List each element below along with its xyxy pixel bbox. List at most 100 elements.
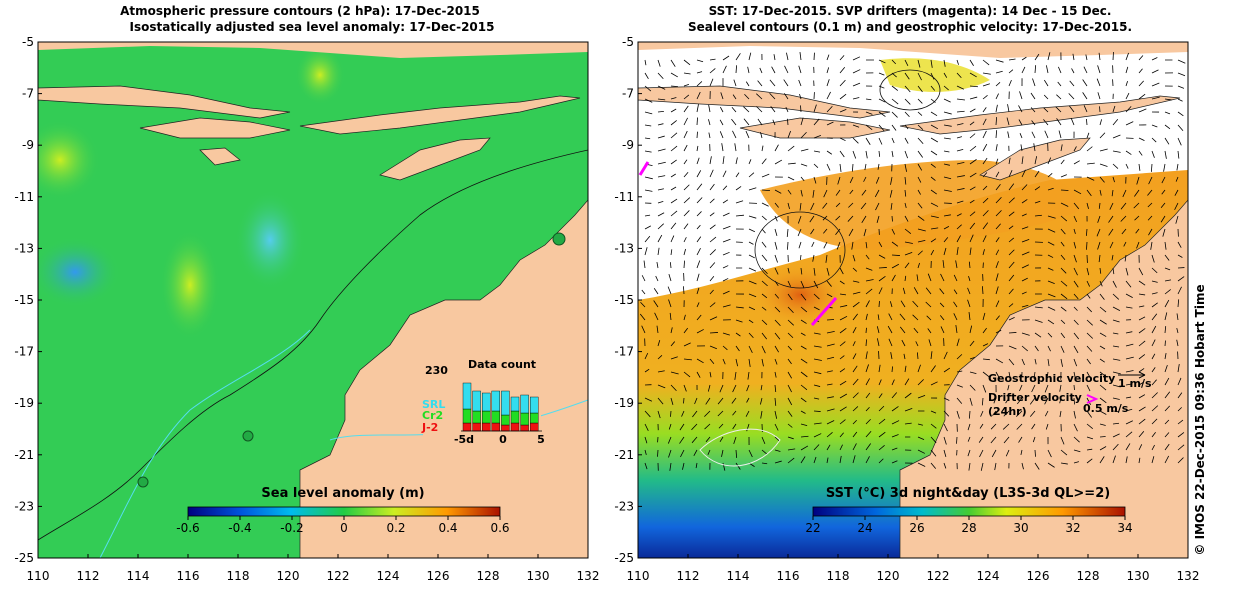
x-tick-label: 132 — [577, 569, 600, 583]
y-tick-label: -21 — [14, 448, 34, 462]
x-tick-label: 126 — [427, 569, 450, 583]
x-tick-label: 130 — [1127, 569, 1150, 583]
sla-low-anomaly-2 — [235, 190, 305, 290]
sst-hot-spot — [755, 265, 845, 325]
right-title-line2: Sealevel contours (0.1 m) and geostrophi… — [688, 20, 1132, 34]
x-tick-label: 128 — [1077, 569, 1100, 583]
data-marker-3 — [138, 477, 148, 487]
y-tick-label: -13 — [614, 241, 634, 255]
data-count-title: Data count — [468, 358, 536, 371]
x-tick-label: 118 — [227, 569, 250, 583]
data-count-bar — [473, 411, 481, 423]
data-count-bar — [530, 413, 538, 423]
left-colorbar — [188, 507, 500, 516]
data-count-bar — [501, 391, 509, 415]
x-tick-label: 116 — [777, 569, 800, 583]
velocity-arrow — [1086, 242, 1087, 250]
legend-j2: J-2 — [421, 421, 438, 434]
data-count-bar — [530, 423, 538, 431]
sla-low-anomaly — [30, 237, 120, 307]
data-marker-2 — [243, 431, 253, 441]
y-tick-label: -9 — [22, 138, 34, 152]
velocity-arrow — [787, 242, 788, 250]
geostrophic-velocity-scale: 1 m/s — [1118, 377, 1152, 390]
x-tick-label: 118 — [827, 569, 850, 583]
drifter-velocity-label: Drifter velocity — [988, 391, 1082, 404]
left-colorbar-title: Sea level anomaly (m) — [261, 486, 424, 501]
x-tick-label: 112 — [77, 569, 100, 583]
data-count-inset: Data count 230 SRL Cr2 J-2 -5d 0 5 — [421, 357, 545, 446]
y-tick-label: -23 — [614, 499, 634, 513]
colorbar-tick-label: 22 — [805, 521, 820, 535]
y-tick-label: -25 — [14, 551, 34, 565]
geostrophic-velocity-label: Geostrophic velocity — [988, 372, 1115, 385]
velocity-arrow — [710, 332, 718, 333]
x-tick-label: 132 — [1177, 569, 1200, 583]
y-tick-label: -17 — [14, 345, 34, 359]
colorbar-tick-label: 26 — [909, 521, 924, 535]
x-tick-label: 116 — [177, 569, 200, 583]
data-count-bar — [473, 423, 481, 431]
right-title-line1: SST: 17-Dec-2015. SVP drifters (magenta)… — [709, 4, 1112, 18]
y-tick-label: -7 — [622, 87, 634, 101]
x-tick-label: 112 — [677, 569, 700, 583]
velocity-arrow — [670, 411, 671, 417]
x-tick-label: 110 — [27, 569, 50, 583]
velocity-arrow — [684, 261, 685, 268]
velocity-arrow — [683, 286, 684, 294]
data-count-bar — [492, 423, 500, 431]
data-count-bar — [511, 423, 519, 431]
y-tick-label: -17 — [614, 345, 634, 359]
right-map — [638, 42, 1188, 558]
y-tick-label: -11 — [614, 190, 634, 204]
left-map — [20, 42, 588, 558]
velocity-arrow — [1086, 119, 1087, 125]
y-tick-label: -7 — [22, 87, 34, 101]
x-tick-label: 124 — [977, 569, 1000, 583]
velocity-arrow — [697, 118, 698, 125]
y-tick-label: -11 — [14, 190, 34, 204]
y-tick-label: -19 — [614, 396, 634, 410]
data-count-max: 230 — [425, 364, 448, 377]
y-tick-label: -19 — [14, 396, 34, 410]
colorbar-tick-label: 0 — [340, 521, 348, 535]
x-tick-label: 124 — [377, 569, 400, 583]
data-count-bar — [482, 411, 490, 423]
data-count-bar — [482, 423, 490, 431]
drifter-velocity-scale: 0.5 m/s — [1083, 402, 1129, 415]
data-count-bar — [511, 397, 519, 411]
y-tick-label: -23 — [14, 499, 34, 513]
velocity-arrow — [1009, 332, 1016, 333]
velocity-arrow — [787, 119, 788, 125]
data-count-bar — [521, 413, 529, 425]
colorbar-tick-label: 0.2 — [386, 521, 405, 535]
right-colorbar — [813, 507, 1125, 516]
x-tick-label: 122 — [327, 569, 350, 583]
data-count-bar — [463, 409, 471, 423]
y-tick-label: -5 — [22, 35, 34, 49]
data-count-bar — [492, 391, 500, 411]
left-title-line2: Isostatically adjusted sea level anomaly… — [130, 20, 495, 34]
colorbar-tick-label: 30 — [1013, 521, 1028, 535]
data-marker — [553, 233, 565, 245]
velocity-arrow — [1035, 450, 1036, 457]
imos-credit: © IMOS 22-Dec-2015 09:36 Hobart Time — [1193, 284, 1207, 555]
right-colorbar-title: SST (°C) 3d night&day (L3S-3d QL>=2) — [826, 486, 1110, 501]
x-tick-label: 120 — [877, 569, 900, 583]
data-count-bar — [530, 397, 538, 413]
sla-high-anomaly-3 — [295, 45, 345, 105]
data-count-bar — [501, 415, 509, 425]
data-count-bar — [511, 411, 519, 423]
x-tick-label: 114 — [127, 569, 150, 583]
velocity-arrow — [1061, 190, 1068, 191]
data-count-bar — [473, 391, 481, 411]
velocity-arrow — [697, 132, 698, 138]
colorbar-tick-label: 34 — [1117, 521, 1132, 535]
x-tick-label: 130 — [527, 569, 550, 583]
colorbar-tick-label: -0.4 — [228, 521, 251, 535]
velocity-arrow — [892, 366, 893, 372]
velocity-arrow — [879, 267, 887, 268]
velocity-arrow — [827, 319, 834, 320]
x-tick-label: 114 — [727, 569, 750, 583]
